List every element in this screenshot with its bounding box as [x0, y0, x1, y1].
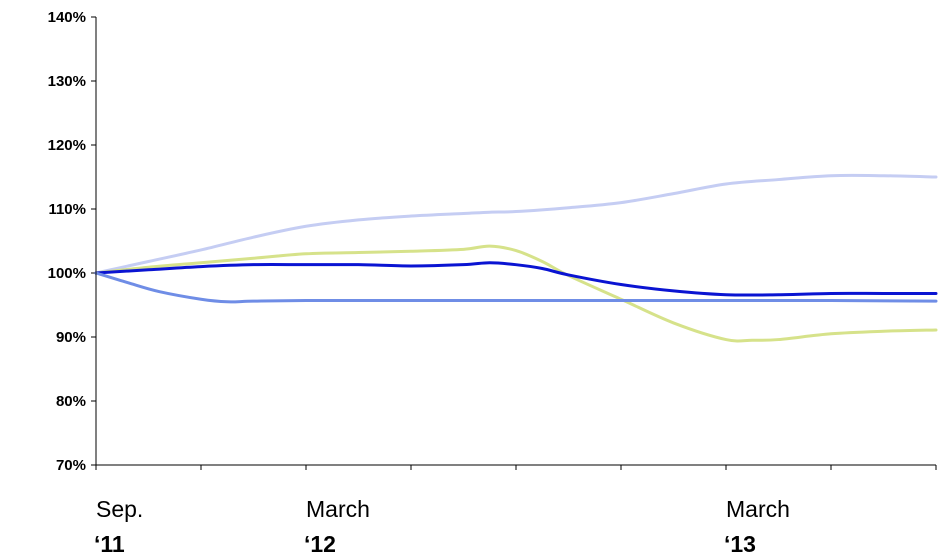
series-lines [94, 173, 938, 343]
x-label-year: ‘13 [724, 531, 756, 557]
x-label-month: Sep. [96, 496, 143, 522]
y-tick-label: 120% [48, 137, 86, 154]
x-label-month: March [726, 496, 790, 522]
series-line-2 [94, 244, 938, 343]
y-tick-label: 140% [48, 9, 86, 26]
y-tick-label: 70% [56, 457, 86, 474]
y-tick-label: 90% [56, 329, 86, 346]
x-axis-labels: Sep. ‘11 March ‘12 March ‘13 [94, 496, 790, 557]
x-label-year: ‘11 [94, 531, 125, 557]
y-tick-label: 110% [48, 201, 86, 218]
x-label-year: ‘12 [304, 531, 336, 557]
x-label-month: March [306, 496, 370, 522]
y-tick-label: 100% [48, 265, 86, 282]
series-line-3 [94, 261, 938, 297]
series-line-4 [94, 271, 938, 304]
y-tick-label: 130% [48, 73, 86, 90]
y-tick-label: 80% [56, 393, 86, 410]
y-axis-ticks: 70% 80% 90% 100% 110% 120% 130% 140% [48, 9, 96, 474]
x-axis-ticks [95, 465, 937, 470]
series-line-1 [94, 173, 938, 275]
